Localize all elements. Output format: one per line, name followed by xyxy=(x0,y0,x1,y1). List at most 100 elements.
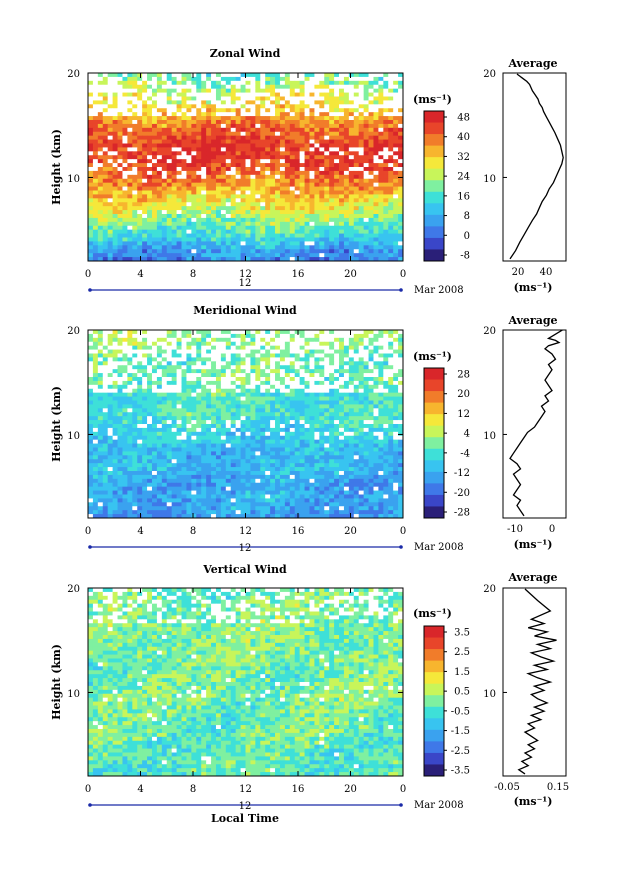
heatmap-cell xyxy=(378,170,384,176)
heatmap-cell xyxy=(378,88,384,93)
heatmap-cell xyxy=(245,100,251,105)
heatmap-cell xyxy=(127,163,133,168)
heatmap-cell xyxy=(279,233,286,238)
heatmap-cell xyxy=(348,143,355,148)
heatmap-cell xyxy=(117,424,123,429)
plot-frame xyxy=(87,72,404,262)
heatmap-cell xyxy=(102,151,109,156)
heatmap-cell xyxy=(107,167,114,172)
heatmap-cell xyxy=(319,88,325,93)
heatmap-cell xyxy=(201,237,207,242)
heatmap-cell xyxy=(299,388,305,394)
heatmap-cell xyxy=(343,178,350,184)
colorbar-tick-label: 24 xyxy=(457,172,470,183)
heatmap-cell xyxy=(363,420,369,425)
heatmap-cell xyxy=(279,427,286,433)
colorbar-swatch xyxy=(424,237,444,250)
heatmap-cell xyxy=(329,377,335,382)
heatmap-cell xyxy=(166,178,173,184)
heatmap-cell xyxy=(255,408,261,413)
heatmap-cell xyxy=(88,217,94,223)
heatmap-cell xyxy=(156,330,163,335)
heatmap-cell xyxy=(279,100,286,105)
heatmap-cell xyxy=(215,233,222,238)
heatmap-cell xyxy=(92,435,99,441)
heatmap-cell xyxy=(304,424,310,429)
heatmap-plot xyxy=(87,72,404,262)
heatmap-cell xyxy=(324,241,330,246)
heatmap-cell xyxy=(260,186,266,191)
heatmap-cell xyxy=(348,416,355,421)
heatmap-cell xyxy=(201,217,207,223)
heatmap-cell xyxy=(235,416,241,421)
heatmap-cell xyxy=(343,412,350,417)
heatmap-cell xyxy=(373,80,379,86)
heatmap-cell xyxy=(161,202,168,207)
heatmap-cell xyxy=(142,198,148,203)
heatmap-cell xyxy=(245,84,251,90)
heatmap-cell xyxy=(294,353,301,358)
heatmap-cell xyxy=(343,92,350,97)
heatmap-cell xyxy=(299,435,305,441)
heatmap-cell xyxy=(255,194,261,199)
heatmap-cell xyxy=(265,245,271,250)
heatmap-cell xyxy=(309,96,315,101)
heatmap-cell xyxy=(343,420,350,425)
heatmap-cell xyxy=(220,345,227,350)
heatmap-cell xyxy=(88,416,94,421)
heatmap-cell xyxy=(225,163,232,168)
heatmap-cell xyxy=(161,369,168,374)
heatmap-cell xyxy=(147,427,153,433)
heatmap-cell xyxy=(186,190,192,195)
heatmap-cell xyxy=(245,229,251,234)
heatmap-cell xyxy=(142,416,148,421)
heatmap-cell xyxy=(181,159,187,164)
heatmap-cell xyxy=(181,214,187,219)
heatmap-cell xyxy=(304,388,310,394)
heatmap-cell xyxy=(102,178,109,184)
heatmap-cell xyxy=(334,100,340,105)
heatmap-cell xyxy=(294,439,301,444)
heatmap-cell xyxy=(314,190,320,195)
heatmap-cell xyxy=(102,80,109,86)
heatmap-cell xyxy=(245,392,251,397)
heatmap-cell xyxy=(147,159,153,164)
heatmap-cell xyxy=(215,104,222,109)
heatmap-cell xyxy=(378,151,384,156)
heatmap-cell xyxy=(245,345,251,350)
heatmap-cell xyxy=(383,241,389,246)
heatmap-cell xyxy=(250,127,256,133)
heatmap-cell xyxy=(142,427,148,433)
heatmap-cell xyxy=(378,377,384,382)
heatmap-cell xyxy=(314,221,320,227)
heatmap-cell xyxy=(127,233,133,238)
heatmap-cell xyxy=(284,373,291,378)
heatmap-cell xyxy=(284,92,291,97)
heatmap-cell xyxy=(132,365,138,370)
heatmap-cell xyxy=(112,143,118,148)
heatmap-cell xyxy=(147,229,153,234)
heatmap-cell xyxy=(166,241,173,246)
heatmap-cell xyxy=(260,155,266,160)
heatmap-cell xyxy=(388,330,394,335)
heatmap-cell xyxy=(117,388,123,394)
heatmap-cell xyxy=(363,365,369,370)
heatmap-cell xyxy=(353,365,360,370)
heatmap-cell xyxy=(147,178,153,184)
heatmap-cell xyxy=(161,76,168,82)
heatmap-cell xyxy=(196,210,202,215)
heatmap-cell xyxy=(304,420,310,425)
heatmap-cell xyxy=(92,131,99,137)
heatmap-cell xyxy=(329,333,335,339)
heatmap-cell xyxy=(161,131,168,137)
heatmap-cell xyxy=(260,210,266,215)
heatmap-cell xyxy=(250,431,256,437)
heatmap-cell xyxy=(265,249,271,254)
heatmap-cell xyxy=(334,233,340,238)
heatmap-cell xyxy=(250,120,256,125)
heatmap-cell xyxy=(230,159,237,164)
heatmap-cell xyxy=(304,330,310,335)
heatmap-cell xyxy=(319,400,325,405)
heatmap-cell xyxy=(348,182,355,187)
heatmap-cell xyxy=(383,88,389,93)
